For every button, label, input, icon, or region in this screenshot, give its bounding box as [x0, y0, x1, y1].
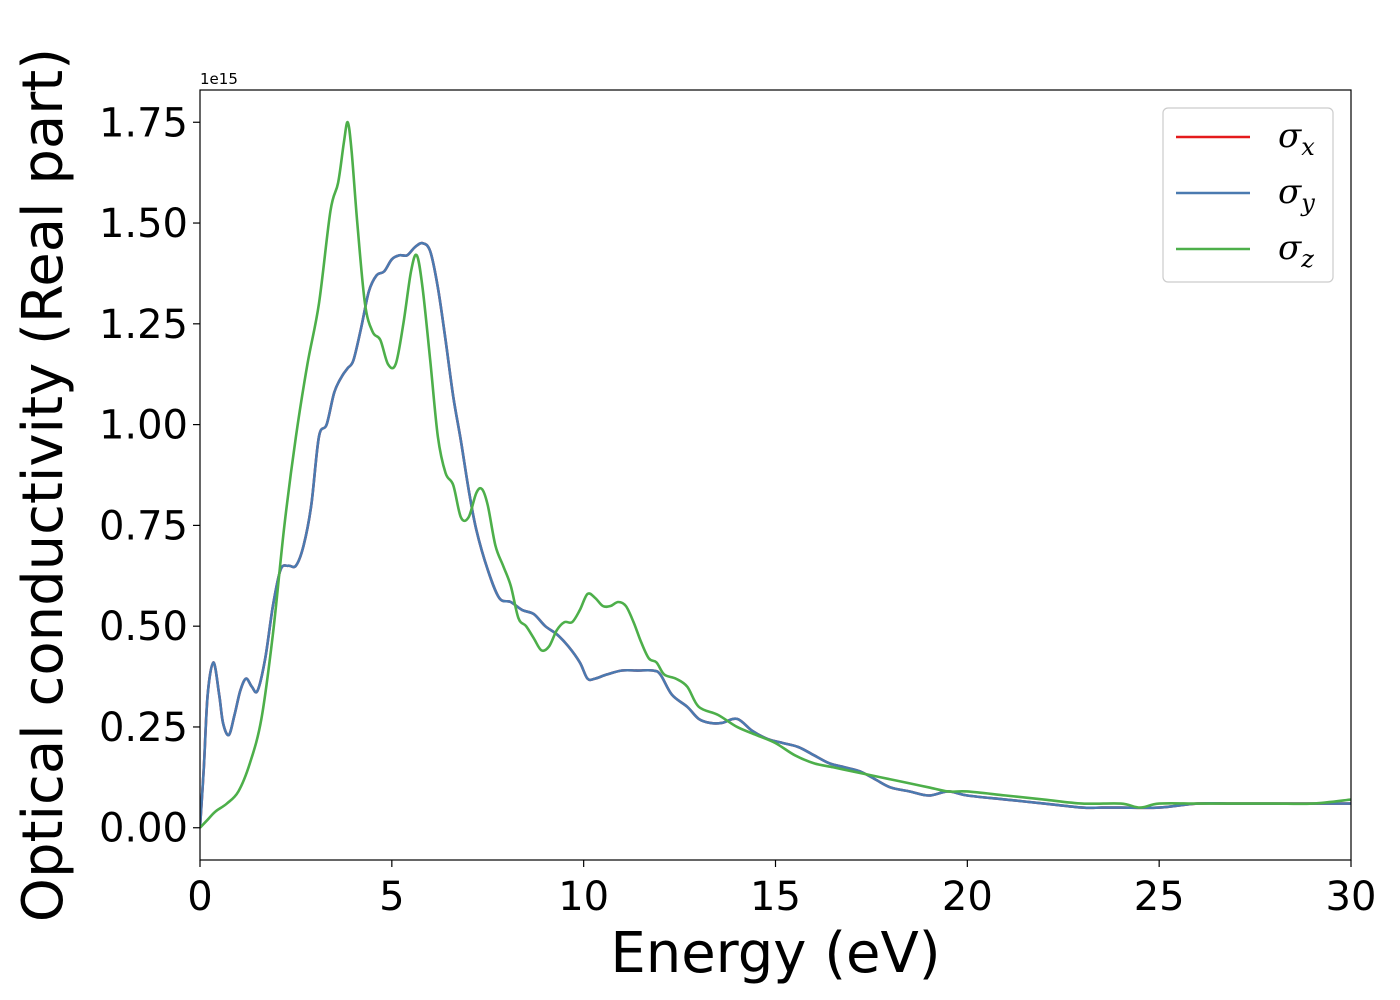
legend: σx σy σz — [1162, 107, 1334, 283]
x-tick-label: 25 — [1134, 874, 1185, 920]
series-line-z — [200, 120, 1351, 829]
y-tick-label: 0.50 — [99, 604, 188, 650]
y-tick-label: 0.00 — [99, 806, 188, 852]
y-tick-label: 1.25 — [99, 302, 188, 348]
y-axis: 0.00 0.25 0.50 0.75 1.00 1.25 1.50 1.75 — [99, 100, 200, 852]
legend-label-y: σy — [1278, 172, 1315, 217]
y-tick-label: 1.50 — [99, 201, 188, 247]
x-tick-label: 15 — [750, 874, 801, 920]
legend-label-x: σx — [1278, 116, 1315, 161]
series-line-y — [200, 241, 1351, 828]
y-tick-label: 0.25 — [99, 705, 188, 751]
y-tick-label: 1.00 — [99, 403, 188, 449]
x-tick-label: 5 — [379, 874, 404, 920]
y-offset-label: 1e15 — [200, 70, 238, 88]
x-tick-label: 30 — [1326, 874, 1377, 920]
x-tick-label: 0 — [187, 874, 212, 920]
legend-frame — [1162, 107, 1334, 283]
y-axis-title: Optical conductivity (Real part) — [11, 48, 76, 922]
x-axis: 0 5 10 15 20 25 30 — [187, 860, 1376, 920]
x-axis-title: Energy (eV) — [610, 921, 940, 986]
x-tick-label: 20 — [942, 874, 993, 920]
y-tick-label: 0.75 — [99, 503, 188, 549]
legend-label-z: σz — [1278, 228, 1314, 273]
y-tick-label: 1.75 — [99, 100, 188, 146]
x-tick-label: 10 — [558, 874, 609, 920]
series-layer — [200, 120, 1351, 829]
